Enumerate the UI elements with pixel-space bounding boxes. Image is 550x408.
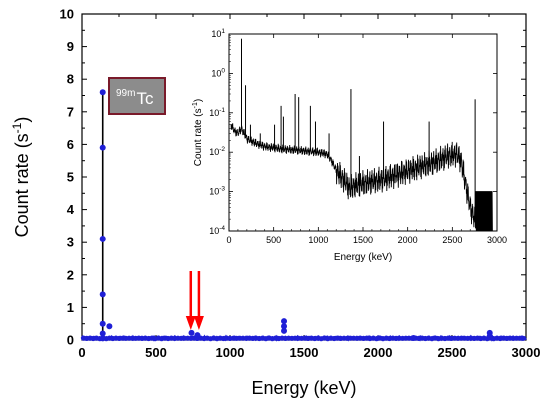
x-tick-label: 1000 [216, 345, 245, 360]
inset-plot-frame [228, 33, 498, 232]
data-point [99, 335, 106, 342]
inset-y-tick-label: 10-2 [209, 146, 225, 157]
inset-y-tick-exp: 1 [221, 28, 225, 35]
x-axis-title: Energy (keV) [251, 378, 356, 398]
inset-y-axis-title-0: Count rate (s [193, 108, 204, 166]
tc99m-label: 99mTc [116, 88, 154, 108]
red-arrow-head [185, 316, 196, 330]
y-tick-label: 4 [67, 202, 75, 217]
inset-x-tick-label: 1000 [308, 235, 328, 245]
inset-y-tick-label: 101 [211, 28, 225, 39]
inset-chart: 0 500 1000 1500 2000 2500 300010110010-110-210… [192, 28, 507, 263]
y-axis-title: Count rate (s-1) [10, 117, 32, 238]
inset-x-axis-title: Energy (keV) [334, 252, 392, 263]
inset-y-tick-label: 10-1 [209, 107, 225, 118]
data-point [188, 329, 195, 336]
inset-y-tick-exp: -4 [219, 225, 225, 232]
data-point [99, 144, 106, 151]
inset-y-tick-base: 10 [209, 187, 219, 197]
inset-y-tick-base: 10 [211, 68, 221, 78]
data-point [106, 323, 113, 330]
x-tick-label: 500 [145, 345, 167, 360]
main-series [80, 89, 527, 342]
inset-y-tick-exp: 0 [221, 67, 225, 74]
x-tick-label: 2500 [438, 345, 467, 360]
inset-x-tick-label: 1500 [353, 235, 373, 245]
y-tick-label: 2 [67, 267, 74, 282]
inset-y-axis-title-2: ) [193, 99, 204, 102]
inset-y-tick-exp: -1 [219, 107, 225, 114]
data-point [99, 330, 106, 337]
data-point [281, 323, 288, 330]
inset-y-tick-label: 10-3 [209, 186, 225, 197]
y-axis-title-0: Count rate (s [12, 133, 32, 237]
inset-y-tick-label: 10-4 [209, 225, 225, 236]
data-point [99, 235, 106, 242]
main-annotations: 99mTc [108, 77, 204, 330]
y-tick-label: 0 [67, 333, 74, 348]
y-tick-label: 3 [67, 235, 74, 250]
inset-y-axis-title: Count rate (s-1) [192, 99, 204, 166]
inset-y-tick-exp: -2 [219, 146, 225, 153]
inset-x-tick-label: 2500 [442, 235, 462, 245]
inset-y-axis-title-1: -1 [192, 102, 199, 108]
tc99m-label-sup: 99m [116, 88, 135, 99]
x-tick-label: 1500 [290, 345, 319, 360]
y-tick-label: 7 [67, 104, 74, 119]
y-tick-label: 10 [60, 7, 74, 22]
inset-x-tick-label: 500 [266, 235, 281, 245]
data-point [99, 320, 106, 327]
x-tick-label: 2000 [364, 345, 393, 360]
data-point [486, 333, 493, 340]
y-tick-label: 6 [67, 137, 74, 152]
data-point [194, 332, 201, 339]
x-tick-label: 3000 [512, 345, 541, 360]
inset-x-tick-label: 0 [226, 235, 231, 245]
inset-y-tick-base: 10 [209, 147, 219, 157]
inset-y-tick-base: 10 [211, 29, 221, 39]
inset-spectrum-trace [230, 123, 493, 232]
tc99m-label-text: Tc [136, 89, 154, 108]
y-axis-title-2: ) [12, 117, 32, 123]
y-tick-label: 5 [67, 170, 74, 185]
inset-y-tick-base: 10 [209, 108, 219, 118]
data-point [99, 291, 106, 298]
inset-x-tick-label: 2000 [398, 235, 418, 245]
y-tick-label: 8 [67, 72, 74, 87]
data-point [520, 335, 526, 341]
x-tick-label: 0 [78, 345, 85, 360]
inset-x-tick-label: 3000 [487, 235, 507, 245]
tc99m-label-box [108, 77, 166, 115]
data-point [281, 327, 288, 334]
inset-y-tick-base: 10 [209, 226, 219, 236]
y-tick-label: 1 [67, 300, 74, 315]
data-point [281, 318, 288, 325]
inset-y-tick-label: 100 [211, 67, 225, 78]
data-point [410, 335, 417, 342]
inset-y-tick-exp: -3 [219, 186, 225, 193]
red-arrow-head [193, 316, 204, 330]
y-tick-label: 9 [67, 39, 74, 54]
y-axis-title-1: -1 [10, 122, 24, 133]
data-point [99, 89, 106, 96]
chart-labels: Energy (keV) Count rate (s-1) [10, 117, 357, 398]
